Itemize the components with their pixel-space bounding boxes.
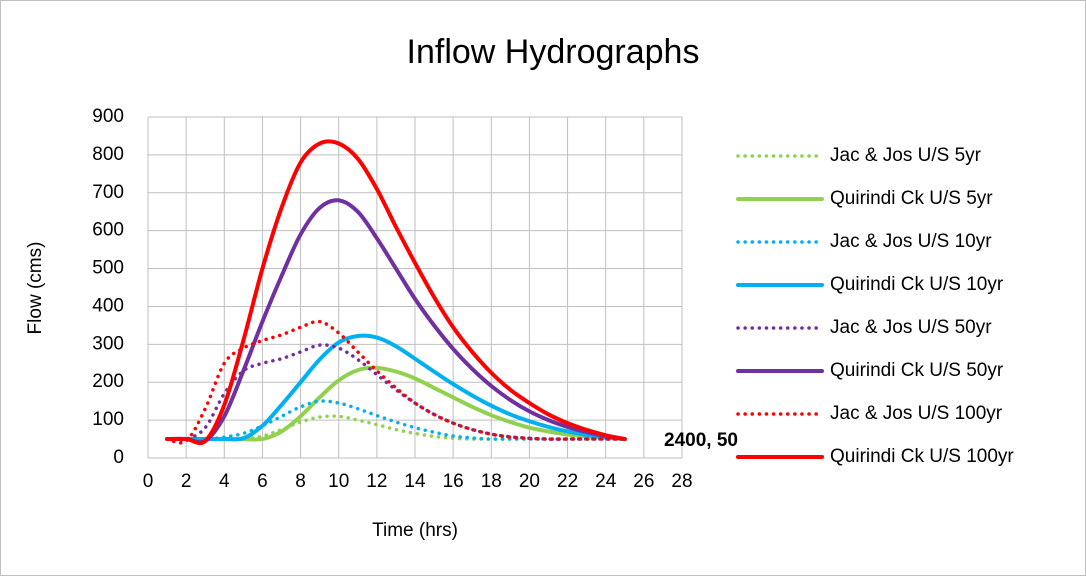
x-tick-label: 4 bbox=[219, 471, 230, 492]
series-line bbox=[165, 333, 627, 442]
y-tick-label: 800 bbox=[92, 144, 124, 165]
x-tick-label: 22 bbox=[557, 471, 578, 492]
y-tick-label: 700 bbox=[92, 182, 124, 203]
series-line bbox=[165, 198, 627, 445]
x-tick-label: 16 bbox=[443, 471, 464, 492]
x-tick-label: 28 bbox=[671, 471, 692, 492]
y-tick-label: 200 bbox=[92, 371, 124, 392]
x-tick-label: 24 bbox=[595, 471, 617, 492]
y-tick-label: 900 bbox=[92, 106, 124, 127]
legend-label: Quirindi Ck U/S 5yr bbox=[830, 188, 993, 209]
legend-label: Jac & Jos U/S 50yr bbox=[830, 317, 992, 338]
x-tick-label: 14 bbox=[404, 471, 426, 492]
chart-title: Inflow Hydrographs bbox=[407, 33, 700, 71]
legend-label: Jac & Jos U/S 100yr bbox=[830, 403, 1003, 424]
series-line bbox=[165, 399, 627, 441]
y-tick-label: 600 bbox=[92, 220, 124, 241]
legend-label: Quirindi Ck U/S 10yr bbox=[830, 274, 1004, 295]
annotation: 2400, 50 bbox=[664, 430, 738, 451]
y-tick-label: 500 bbox=[92, 258, 124, 279]
x-tick-label: 26 bbox=[633, 471, 654, 492]
series-line bbox=[165, 139, 627, 446]
y-tick-label: 300 bbox=[92, 333, 124, 354]
x-tick-label: 20 bbox=[519, 471, 540, 492]
x-tick-label: 2 bbox=[181, 471, 192, 492]
x-tick-label: 18 bbox=[481, 471, 502, 492]
legend-label: Quirindi Ck U/S 50yr bbox=[830, 360, 1004, 381]
x-tick-label: 8 bbox=[295, 471, 306, 492]
legend-label: Jac & Jos U/S 10yr bbox=[830, 231, 992, 252]
x-tick-label: 6 bbox=[257, 471, 268, 492]
legend-label: Quirindi Ck U/S 100yr bbox=[830, 446, 1014, 467]
x-tick-label: 12 bbox=[366, 471, 387, 492]
y-tick-label: 100 bbox=[92, 409, 124, 430]
x-tick-label: 10 bbox=[328, 471, 349, 492]
x-axis-label: Time (hrs) bbox=[372, 520, 458, 541]
series-line bbox=[165, 414, 627, 441]
y-axis-label: Flow (cms) bbox=[25, 242, 46, 335]
x-tick-label: 0 bbox=[143, 471, 154, 492]
legend-label: Jac & Jos U/S 5yr bbox=[830, 145, 982, 166]
y-tick-label: 400 bbox=[92, 295, 124, 316]
y-tick-label: 0 bbox=[113, 447, 124, 468]
